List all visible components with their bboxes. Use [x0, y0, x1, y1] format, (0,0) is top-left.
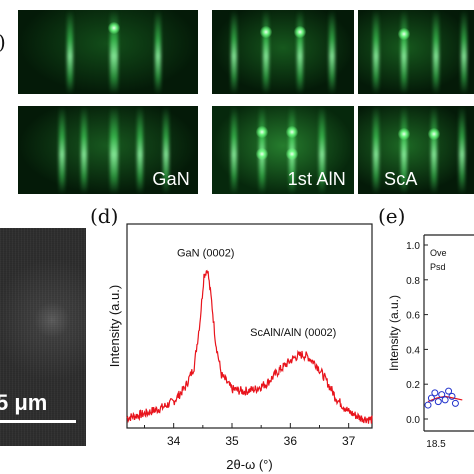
xrd-x-axis-label: 2θ-ω (°): [226, 457, 272, 472]
sem-scale-label: 5 μm: [0, 390, 48, 415]
xrd-series-line: [126, 269, 373, 424]
e-data-point: [441, 396, 449, 404]
e-x-tick-label: 18.5: [426, 439, 446, 450]
xrd-peak-annotation: ScAlN/AlN (0002): [250, 327, 336, 339]
sem-image: 5 μm: [0, 228, 86, 446]
e-data-point: [431, 389, 439, 397]
e-y-tick-label: 0.2: [406, 380, 420, 391]
xrd-x-tick-label: 35: [225, 434, 239, 448]
rheed-aln-top: [212, 10, 354, 94]
panel-e-label: (e): [378, 204, 406, 228]
xrd-x-tick-label: 37: [342, 434, 356, 448]
rheed-scaln-bottom: ScA: [358, 106, 474, 194]
rheed-scaln-top: [358, 10, 474, 94]
rheed-label-scaln: ScA: [384, 169, 418, 189]
e-y-tick-label: 0.8: [406, 276, 420, 287]
xrd-peak-annotation: GaN (0002): [177, 248, 234, 260]
xrd-y-axis-label: Intensity (a.u.): [107, 285, 122, 367]
rheed-gan-top: [18, 10, 198, 94]
e-y-tick-label: 1.0: [406, 241, 420, 252]
e-data-point: [438, 391, 446, 399]
panel-c-label: ): [0, 30, 6, 54]
rheed-aln-bottom: 1st AlN: [212, 106, 354, 194]
rheed-label-aln: 1st AlN: [287, 169, 346, 189]
e-y-tick-label: 0.6: [406, 311, 420, 322]
e-data-point: [448, 392, 456, 400]
e-y-tick-label: 0.0: [406, 415, 420, 426]
sem-scale-bar: [0, 420, 76, 423]
e-legend-entry: Psd: [430, 262, 446, 272]
rheed-gan-bottom: GaN: [18, 106, 198, 194]
rheed-label-gan: GaN: [152, 169, 190, 189]
xrd-x-tick-label: 34: [167, 434, 181, 448]
e-data-point: [427, 394, 435, 402]
e-y-tick-label: 0.4: [406, 345, 420, 356]
xrd-plot-frame: [126, 223, 373, 429]
e-legend-entry: Ove: [430, 248, 447, 258]
xrd-x-tick-label: 36: [284, 434, 298, 448]
e-y-axis-label: Intensity (a.u.): [387, 295, 401, 371]
e-data-point: [451, 399, 459, 407]
e-data-point: [445, 387, 453, 395]
e-data-point: [424, 401, 432, 409]
panel-d-label: (d): [90, 204, 119, 228]
e-data-point: [434, 398, 442, 406]
